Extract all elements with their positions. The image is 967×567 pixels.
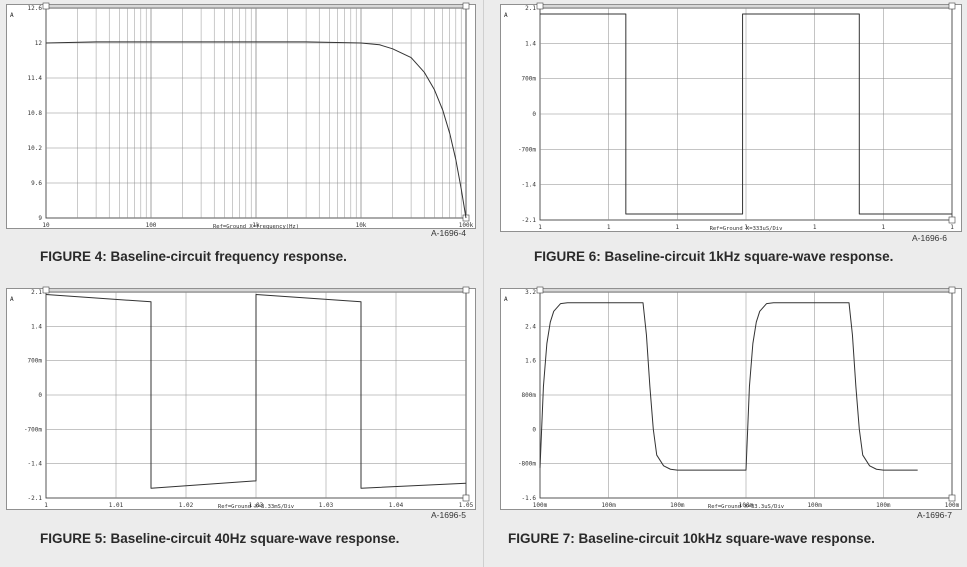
fig5-x-tick-label: 1.03	[249, 502, 264, 509]
fig5-y-tick-label: 1.4	[31, 323, 42, 330]
fig5-chart: A 2.1 1.4 700m 0 -700m -1.4 -2.1 1 1.01 1.02 1.03 1.…	[6, 286, 476, 510]
fig4-grid	[46, 8, 466, 218]
fig5-cursor-left	[42, 286, 50, 294]
fig5-y-tick-label: -700m	[24, 426, 42, 433]
fig7-x-tick-label: 100m	[670, 502, 685, 509]
fig5-x-caption: Ref=Ground X=8.33mS/Div	[218, 504, 295, 510]
fig7-y-tick-label: 3.2	[525, 289, 536, 296]
fig4-x-tick-label: 100	[146, 222, 157, 229]
fig4-x-tick-label: 100k	[459, 222, 474, 229]
fig5-y-tick-label: 0	[38, 392, 42, 399]
fig4-y-tick-label: 9.6	[31, 180, 42, 187]
fig5-caption: FIGURE 5: Baseline-circuit 40Hz square-w…	[40, 531, 400, 546]
fig7-y-tick-label: 800m	[522, 392, 537, 399]
fig4-y-tick-label: 12	[35, 40, 43, 47]
fig4-y-tick-label: 12.6	[28, 5, 43, 12]
fig5-y-tick-label: -1.4	[28, 461, 43, 468]
fig5-corner-label: A	[10, 296, 14, 303]
fig6-y-tick-label: -1.4	[522, 182, 537, 189]
fig5-x-tick-label: 1.01	[109, 502, 124, 509]
fig6-cursor-left	[536, 2, 544, 10]
fig5-x-tick-label: 1.03	[319, 502, 334, 509]
fig6-x-tick-label: 1	[882, 224, 886, 231]
fig5-cursor-right	[462, 286, 470, 294]
fig7-y-tick-label: 0	[532, 426, 536, 433]
fig6-figure-number: A-1696-6	[912, 233, 947, 243]
fig4-svg: A 12.6 12 11.4 10.8 10.2 9.6 910 100 1k 10k 100k Ref…	[6, 2, 476, 230]
fig7-x-caption: Ref=Ground X=33.3uS/Div	[708, 504, 785, 510]
fig7-cursor-right	[948, 286, 956, 294]
fig6-grid	[540, 8, 952, 220]
fig5-y-tick-label: -2.1	[28, 495, 43, 502]
fig4-cursor-left	[42, 2, 50, 10]
fig7-grid	[540, 292, 952, 498]
fig7-y-tick-label: -1.6	[522, 495, 537, 502]
fig6-y-tick-label: 1.4	[525, 40, 536, 47]
fig5-svg: A 2.1 1.4 700m 0 -700m -1.4 -2.11 1.01 1.02 1.03 1.…	[6, 286, 476, 510]
fig7-x-tick-label: 100m	[945, 502, 960, 509]
fig4-corner-label: A	[10, 12, 14, 19]
fig6-x-tick-label: 1	[676, 224, 680, 231]
fig7-x-tick-label: 100m	[533, 502, 548, 509]
fig7-y-tick-label: -800m	[518, 461, 536, 468]
fig5-y-tick-label: 2.1	[31, 289, 42, 296]
fig6-cursor-bottom	[948, 216, 956, 224]
fig7-x-tick-label: 100m	[601, 502, 616, 509]
fig7-y-tick-label: 1.6	[525, 358, 536, 365]
fig4-x-tick-label: 1k	[252, 222, 260, 229]
fig6-y-tick-label: 700m	[522, 76, 537, 83]
fig6-y-tick-label: -2.1	[522, 217, 537, 224]
fig4-series-line	[45, 41, 467, 219]
fig4-y-tick-label: 10.2	[28, 145, 43, 152]
fig7-x-tick-label: 100m	[876, 502, 891, 509]
fig6-x-tick-label: 1	[538, 224, 542, 231]
fig4-y-tick-label: 9	[38, 215, 42, 222]
fig4-y-tick-label: 10.8	[28, 110, 43, 117]
fig4-x-tick-label: 10k	[356, 222, 367, 229]
fig6-x-tick-label: 1	[813, 224, 817, 231]
fig6-x-caption: Ref=Ground X=333uS/Div	[710, 226, 784, 232]
fig7-x-tick-label: 100m	[739, 502, 754, 509]
fig5-x-tick-label: 1.04	[389, 502, 404, 509]
fig6-caption: FIGURE 6: Baseline-circuit 1kHz square-w…	[534, 249, 894, 264]
fig5-cursor-bottom	[462, 494, 470, 502]
fig4-chart: A 12.6 12 11.4 10.8 10.2 9.6 9 10 100 1k 10k 100k Ref…	[6, 2, 476, 230]
fig4-caption: FIGURE 4: Baseline-circuit frequency res…	[40, 249, 347, 264]
fig6-x-tick-label: 1	[744, 224, 748, 231]
fig6-chart: A 2.1 1.4 700m 0 -700m -1.4 -2.1 1 1 1 1 1 1 1 Ref=Grou…	[500, 2, 962, 232]
fig5-x-tick-label: 1.05	[459, 502, 474, 509]
fig6-x-tick-label: 1	[607, 224, 611, 231]
fig7-cursor-left	[536, 286, 544, 294]
fig4-figure-number: A-1696-4	[431, 228, 466, 238]
fig4-y-tick-label: 11.4	[28, 75, 43, 82]
fig4-x-caption: Ref=Ground X=frequency(Hz)	[213, 224, 299, 230]
fig5-x-tick-label: 1	[44, 502, 48, 509]
fig6-y-tick-label: -700m	[518, 146, 536, 153]
fig6-corner-label: A	[504, 12, 508, 19]
fig7-caption: FIGURE 7: Baseline-circuit 10kHz square-…	[508, 531, 875, 546]
fig7-y-tick-label: 2.4	[525, 323, 536, 330]
fig7-series-line	[539, 302, 918, 471]
fig6-x-tick-label: 1	[950, 224, 954, 231]
fig5-figure-number: A-1696-5	[431, 510, 466, 520]
fig4-cursor-right	[462, 2, 470, 10]
fig7-corner-label: A	[504, 296, 508, 303]
fig6-cursor-right	[948, 2, 956, 10]
column-divider	[483, 0, 484, 567]
fig5-x-tick-label: 1.02	[179, 502, 194, 509]
fig7-chart: A 3.2 2.4 1.6 800m 0 -800m -1.6 100m 100m 100m 100m…	[500, 286, 962, 510]
fig4-x-tick-label: 10	[42, 222, 50, 229]
fig6-series-line	[540, 13, 952, 215]
fig5-y-tick-label: 700m	[28, 358, 43, 365]
fig7-x-tick-label: 100m	[807, 502, 822, 509]
fig6-y-tick-label: 0	[532, 111, 536, 118]
fig7-cursor-bottom	[948, 494, 956, 502]
fig5-series-line	[45, 293, 467, 489]
fig6-y-tick-label: 2.1	[525, 5, 536, 12]
fig7-figure-number: A-1696-7	[917, 510, 952, 520]
